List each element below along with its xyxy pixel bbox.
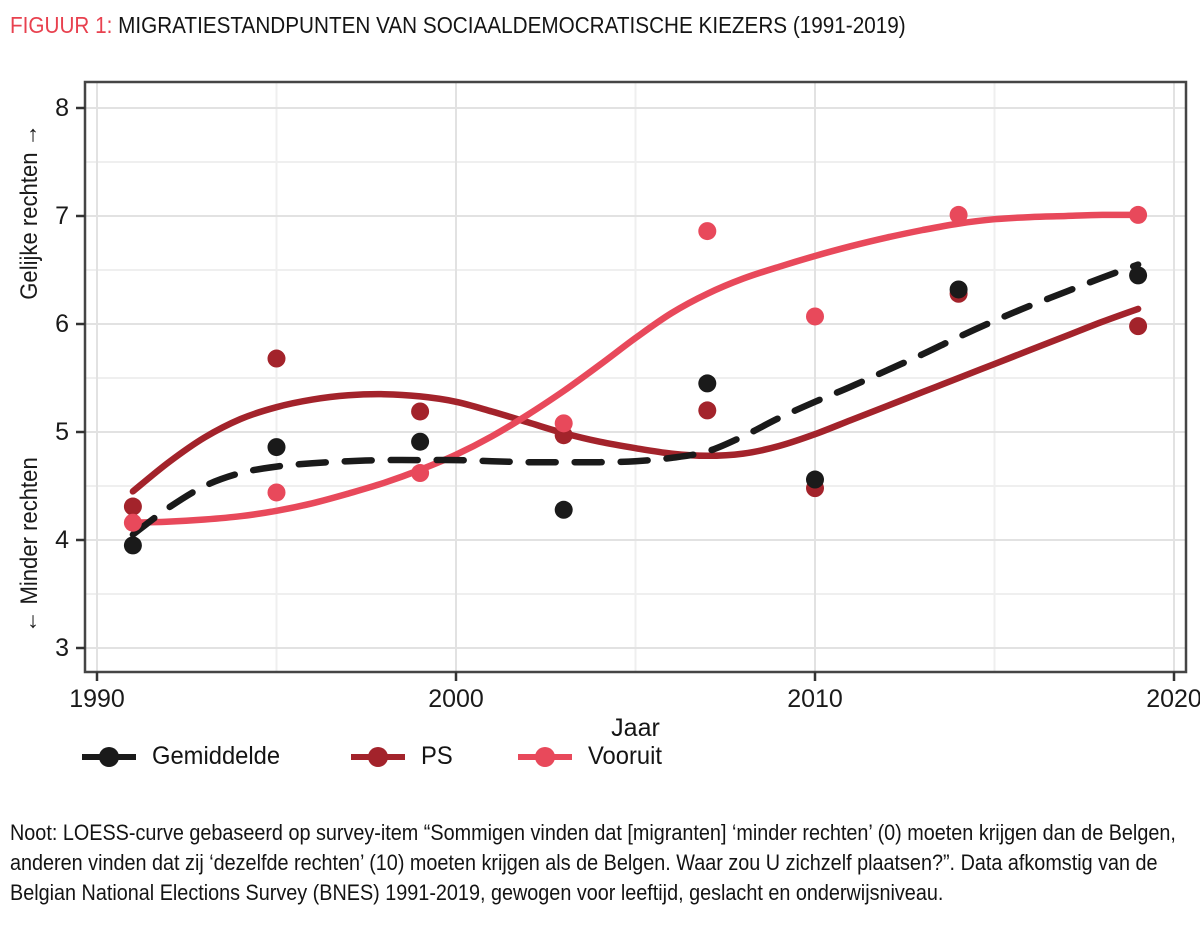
data-point-gemiddelde — [267, 438, 286, 457]
y-tick-label: 7 — [55, 202, 69, 230]
loess-curve-ps — [129, 305, 1142, 495]
x-axis-title: Jaar — [611, 714, 660, 741]
data-point-vooruit — [698, 222, 717, 241]
legend-item-vooruit: Vooruit — [516, 742, 666, 771]
legend-item-gemiddelde: Gemiddelde — [80, 742, 287, 771]
data-point-gemiddelde — [698, 374, 717, 393]
legend-item-ps: PS — [349, 742, 454, 771]
data-point-vooruit — [1129, 205, 1148, 224]
legend-label-ps: PS — [420, 742, 453, 770]
data-point-ps — [411, 402, 430, 421]
data-point-vooruit — [554, 414, 573, 433]
y-tick-label: 4 — [55, 526, 69, 554]
points-gemiddelde — [123, 266, 1148, 555]
data-point-ps — [698, 401, 717, 420]
data-point-vooruit — [806, 307, 824, 326]
figure-number-label: FIGUUR 1: — [10, 12, 113, 38]
x-tick-label: 2010 — [787, 685, 843, 713]
legend-key-ps — [350, 746, 405, 767]
major-gridlines — [85, 82, 1186, 672]
points-vooruit — [123, 205, 1148, 532]
chart-legend: Gemiddelde PS Vooruit — [80, 742, 728, 771]
axis-ticks — [76, 106, 1176, 681]
legend-label-vooruit: Vooruit — [588, 742, 663, 770]
figure-title-text: MIGRATIESTANDPUNTEN VAN SOCIAALDEMOCRATI… — [118, 12, 906, 38]
data-point-gemiddelde — [123, 536, 142, 555]
data-point-vooruit — [267, 483, 286, 502]
data-point-ps — [267, 349, 286, 368]
figure-title: FIGUUR 1: MIGRATIESTANDPUNTEN VAN SOCIAA… — [10, 12, 1200, 39]
legend-label-gemiddelde: Gemiddelde — [152, 742, 281, 770]
loess-curve-vooruit — [129, 211, 1142, 526]
data-point-vooruit — [949, 205, 968, 224]
data-point-gemiddelde — [949, 280, 968, 299]
panel-border — [83, 80, 1188, 674]
data-point-gemiddelde — [554, 500, 573, 519]
data-point-vooruit — [411, 464, 430, 483]
minor-gridlines — [85, 82, 1186, 672]
data-point-gemiddelde — [1129, 266, 1148, 285]
loess-curve-gemiddelde — [129, 261, 1142, 538]
legend-key-vooruit — [518, 746, 573, 767]
x-tick-label: 1990 — [69, 685, 125, 713]
y-tick-label: 5 — [55, 418, 69, 446]
x-tick-label: 2000 — [428, 685, 484, 713]
y-tick-label: 3 — [55, 634, 69, 662]
data-point-gemiddelde — [411, 432, 430, 451]
x-tick-label: 2020 — [1146, 685, 1200, 713]
data-point-vooruit — [123, 513, 142, 532]
legend-key-gemiddelde — [82, 746, 136, 767]
y-tick-label: 6 — [55, 310, 69, 338]
data-point-ps — [1129, 317, 1148, 336]
figure-note: Noot: LOESS-curve gebaseerd op survey-it… — [10, 820, 1176, 905]
data-point-ps — [123, 497, 142, 516]
data-point-gemiddelde — [806, 470, 824, 489]
y-tick-label: 8 — [55, 94, 69, 122]
